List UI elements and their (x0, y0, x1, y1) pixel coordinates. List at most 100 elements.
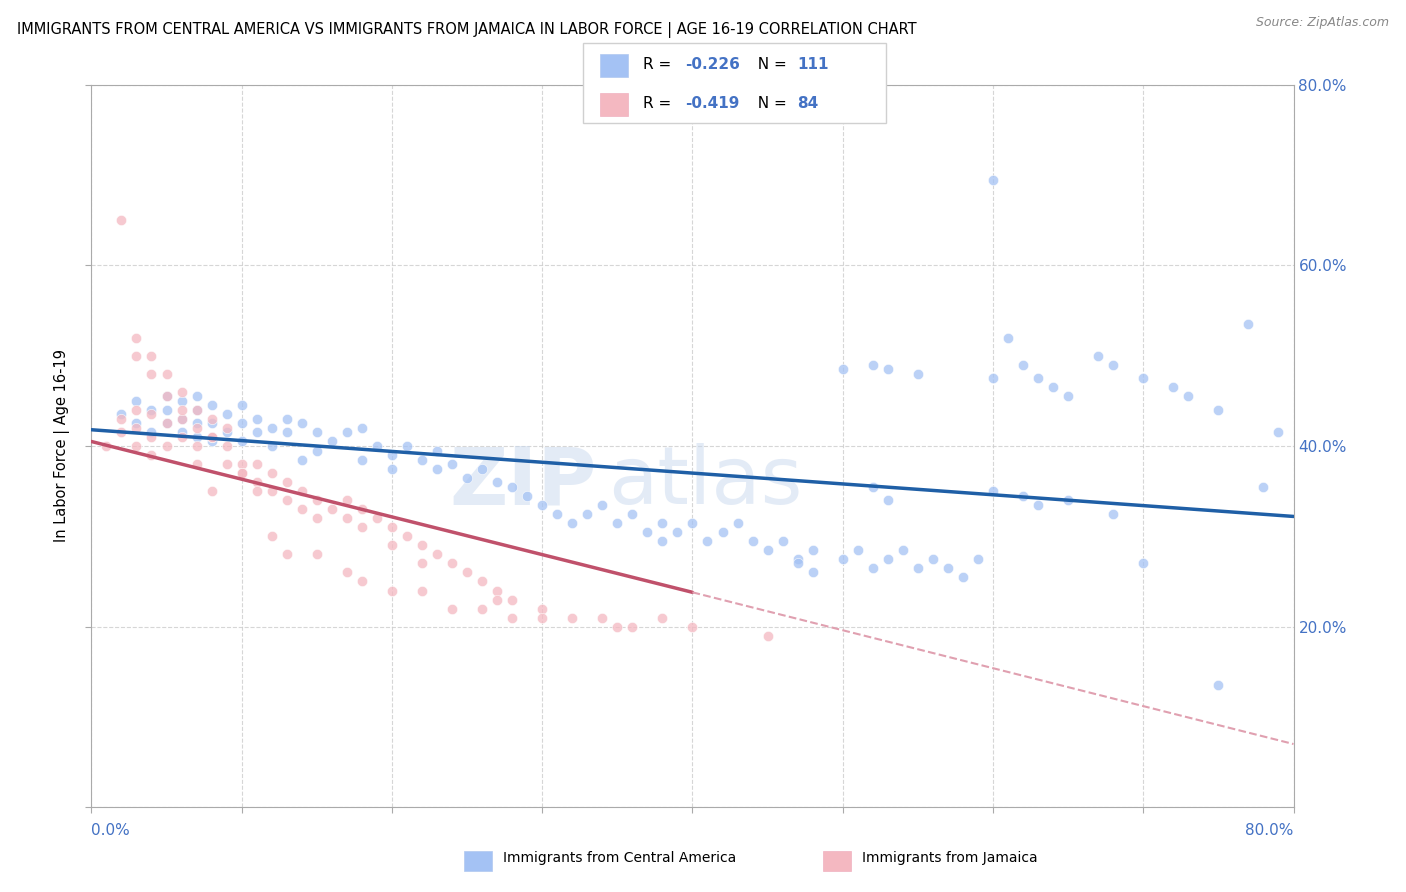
Point (125, 349, 148, 363)
Point (110, 412, 132, 426)
Point (440, 457, 463, 471)
Point (231, 434, 253, 449)
Point (201, 398, 224, 412)
Point (110, 408, 132, 422)
Point (305, 425, 328, 440)
Point (276, 493, 298, 508)
Point (246, 425, 269, 440)
Point (276, 412, 298, 426)
Point (486, 583, 509, 598)
Point (1087, 349, 1109, 363)
Point (110, 213, 132, 227)
Point (922, 552, 945, 566)
Point (621, 619, 644, 633)
Point (546, 507, 568, 521)
Point (170, 412, 193, 426)
Point (636, 524, 658, 539)
Text: IMMIGRANTS FROM CENTRAL AMERICA VS IMMIGRANTS FROM JAMAICA IN LABOR FORCE | AGE : IMMIGRANTS FROM CENTRAL AMERICA VS IMMIG… (17, 22, 917, 38)
Point (276, 548, 298, 562)
Point (576, 507, 599, 521)
Point (1208, 678, 1230, 692)
Point (291, 417, 314, 431)
Point (155, 367, 177, 381)
Point (96, 439, 118, 453)
Point (276, 475, 298, 489)
Point (201, 417, 224, 431)
Point (231, 466, 253, 480)
Point (276, 425, 298, 440)
Point (155, 417, 177, 431)
Point (350, 574, 373, 589)
Point (155, 439, 177, 453)
Point (125, 439, 148, 453)
Point (891, 542, 914, 557)
Text: -0.226: -0.226 (685, 57, 740, 71)
Point (666, 524, 689, 539)
Point (246, 412, 269, 426)
Point (366, 511, 388, 525)
Point (201, 430, 224, 444)
Point (907, 561, 929, 575)
Point (1012, 358, 1035, 372)
Point (1057, 389, 1080, 403)
Point (321, 502, 343, 516)
Point (291, 484, 314, 499)
Point (215, 439, 238, 453)
Point (561, 610, 583, 624)
Point (231, 398, 253, 412)
Point (1042, 380, 1064, 394)
Point (471, 461, 494, 475)
Point (501, 592, 523, 607)
Point (440, 557, 463, 571)
Point (215, 457, 238, 471)
Point (260, 421, 283, 435)
Point (981, 371, 1004, 385)
Point (155, 389, 177, 403)
Point (1102, 358, 1125, 372)
Point (260, 484, 283, 499)
Point (231, 457, 253, 471)
Point (395, 529, 418, 543)
Point (141, 448, 163, 462)
Point (756, 629, 779, 643)
Point (501, 610, 523, 624)
Point (170, 412, 193, 426)
Point (1208, 403, 1230, 417)
Point (291, 502, 314, 516)
Point (981, 484, 1004, 499)
Point (381, 538, 404, 552)
Point (141, 430, 163, 444)
Point (246, 475, 269, 489)
Point (862, 561, 884, 575)
Point (215, 408, 238, 422)
Point (141, 425, 163, 440)
Point (561, 516, 583, 530)
Point (606, 516, 628, 530)
Point (967, 552, 990, 566)
Point (786, 552, 808, 566)
Point (621, 507, 644, 521)
Point (141, 367, 163, 381)
Point (651, 516, 673, 530)
Point (141, 408, 163, 422)
Point (305, 511, 328, 525)
Point (651, 533, 673, 548)
Point (681, 619, 703, 633)
Point (1132, 557, 1154, 571)
Point (170, 403, 193, 417)
Point (1057, 493, 1080, 508)
Point (215, 425, 238, 440)
Point (531, 498, 554, 512)
Point (170, 393, 193, 408)
Text: 84: 84 (797, 96, 818, 111)
Point (786, 557, 808, 571)
Text: 111: 111 (797, 57, 828, 71)
Text: Immigrants from Central America: Immigrants from Central America (503, 851, 737, 865)
Point (155, 403, 177, 417)
Point (411, 538, 433, 552)
Point (411, 557, 433, 571)
Point (186, 417, 208, 431)
Point (651, 610, 673, 624)
Point (350, 452, 373, 467)
Point (336, 566, 359, 580)
